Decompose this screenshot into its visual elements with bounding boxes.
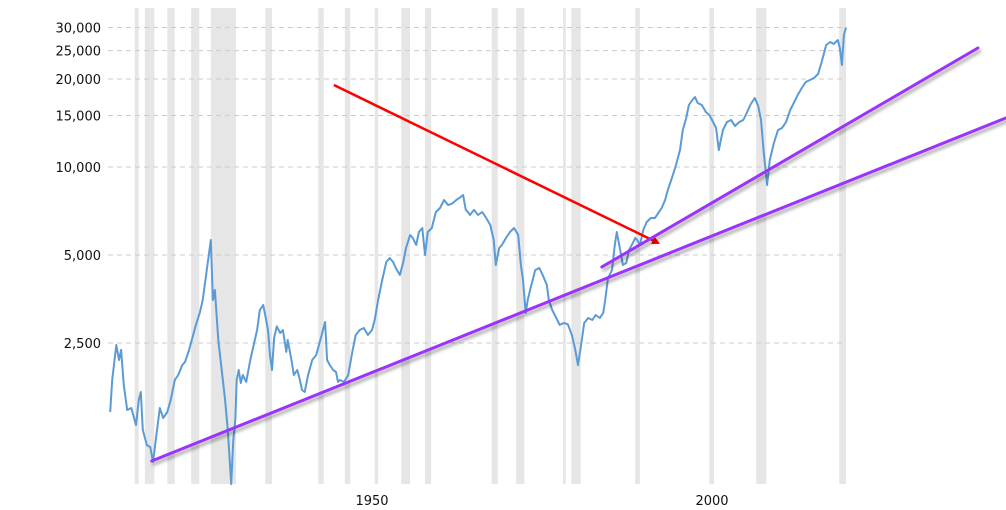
recession-band xyxy=(839,8,846,485)
recession-band xyxy=(571,8,581,485)
series-layer xyxy=(109,27,847,486)
recession-band xyxy=(344,8,351,485)
recession-band xyxy=(756,8,767,485)
recession-band xyxy=(318,8,324,485)
recession-band xyxy=(134,8,139,485)
recession-band xyxy=(516,8,525,485)
recession-band xyxy=(210,8,236,485)
y-gridlines xyxy=(108,27,843,344)
purple-trendline xyxy=(150,116,1006,463)
recession-band xyxy=(144,8,155,485)
x-axis-ticks: 1950 2000 xyxy=(355,494,728,509)
y-tick-label: 30,000 xyxy=(56,22,102,37)
red-arrow xyxy=(333,83,661,245)
x-tick-label: 1950 xyxy=(355,494,388,509)
recession-band xyxy=(191,8,200,485)
y-tick-label: 5,000 xyxy=(64,249,101,264)
y-tick-label: 20,000 xyxy=(56,73,102,88)
y-tick-label: 10,000 xyxy=(56,161,102,176)
annotations-layer xyxy=(150,46,1006,463)
recession-band xyxy=(167,8,175,485)
recession-band xyxy=(374,8,379,485)
recession-bands xyxy=(134,8,846,485)
y-tick-label: 25,000 xyxy=(56,45,102,60)
purple-trendline xyxy=(600,46,980,269)
recession-band xyxy=(265,8,273,485)
x-tick-label: 2000 xyxy=(695,494,728,509)
recession-band xyxy=(563,8,566,485)
y-axis-ticks: 30,000 25,000 20,000 15,000 10,000 5,000 2,500 xyxy=(56,22,102,352)
y-tick-label: 2,500 xyxy=(64,337,101,352)
recession-band xyxy=(425,8,432,485)
series-line xyxy=(109,27,847,486)
recession-band xyxy=(709,8,715,485)
y-tick-label: 15,000 xyxy=(56,110,102,125)
